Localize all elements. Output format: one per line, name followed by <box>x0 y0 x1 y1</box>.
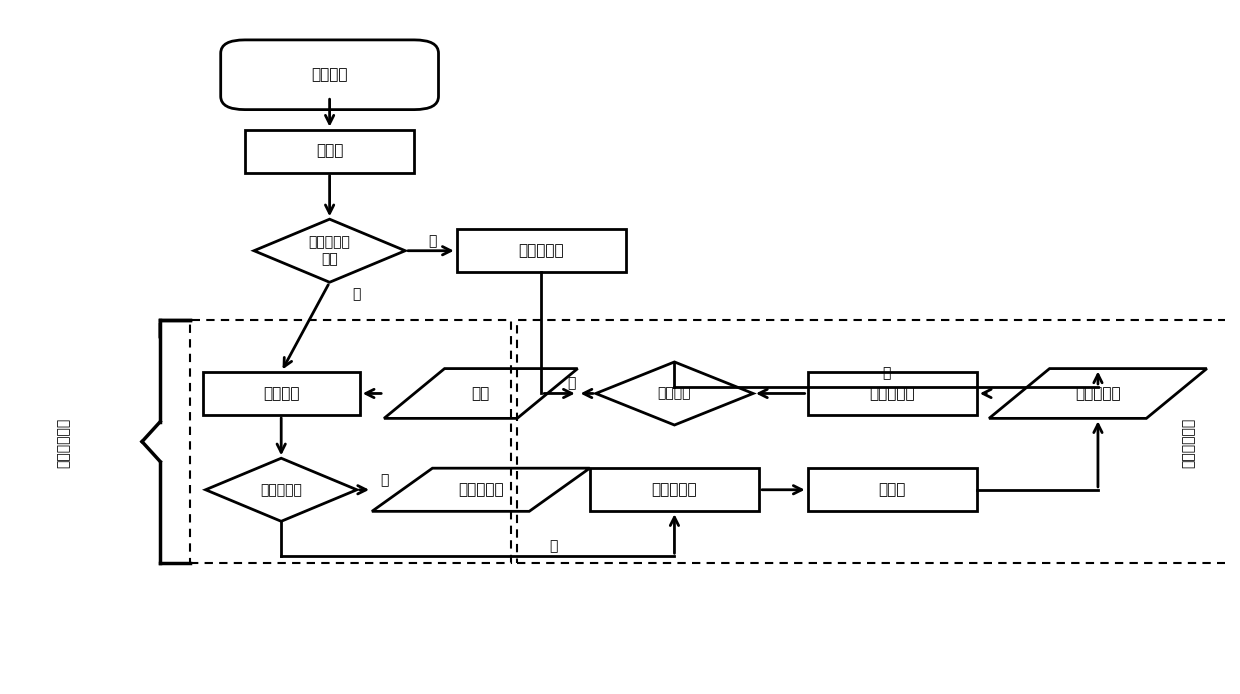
Text: 是: 是 <box>568 377 575 391</box>
Bar <box>456 229 626 272</box>
Text: 预处理: 预处理 <box>316 144 343 159</box>
Text: 关键帧队列: 关键帧队列 <box>458 482 503 498</box>
Bar <box>590 468 759 511</box>
Text: 更新种子点: 更新种子点 <box>869 386 915 401</box>
Text: 否: 否 <box>428 234 436 248</box>
Text: 地图: 地图 <box>471 386 490 401</box>
Text: 姿态计算: 姿态计算 <box>263 386 299 401</box>
Text: 种子点队列: 种子点队列 <box>1075 386 1121 401</box>
Text: 是: 是 <box>379 473 388 486</box>
Text: 是否收敛: 是否收敛 <box>657 387 691 400</box>
Text: 预更新: 预更新 <box>879 482 906 498</box>
Bar <box>191 321 511 563</box>
Text: 相机跟踪线程: 相机跟踪线程 <box>56 418 71 468</box>
Text: 是否关键帧: 是否关键帧 <box>260 483 303 497</box>
Text: 否: 否 <box>549 539 558 553</box>
Text: 系统初始化: 系统初始化 <box>518 243 564 258</box>
Text: 地图构建线程: 地图构建线程 <box>1182 418 1195 468</box>
Text: 否: 否 <box>882 366 890 380</box>
Text: 是否完成初
始化: 是否完成初 始化 <box>309 236 351 266</box>
Bar <box>202 372 360 415</box>
Bar <box>246 130 414 173</box>
Bar <box>517 321 1240 563</box>
Text: 是: 是 <box>352 287 361 301</box>
Text: 输入图片: 输入图片 <box>311 67 348 83</box>
Bar <box>807 468 977 511</box>
Text: 新建种子点: 新建种子点 <box>652 482 697 498</box>
Bar <box>807 372 977 415</box>
